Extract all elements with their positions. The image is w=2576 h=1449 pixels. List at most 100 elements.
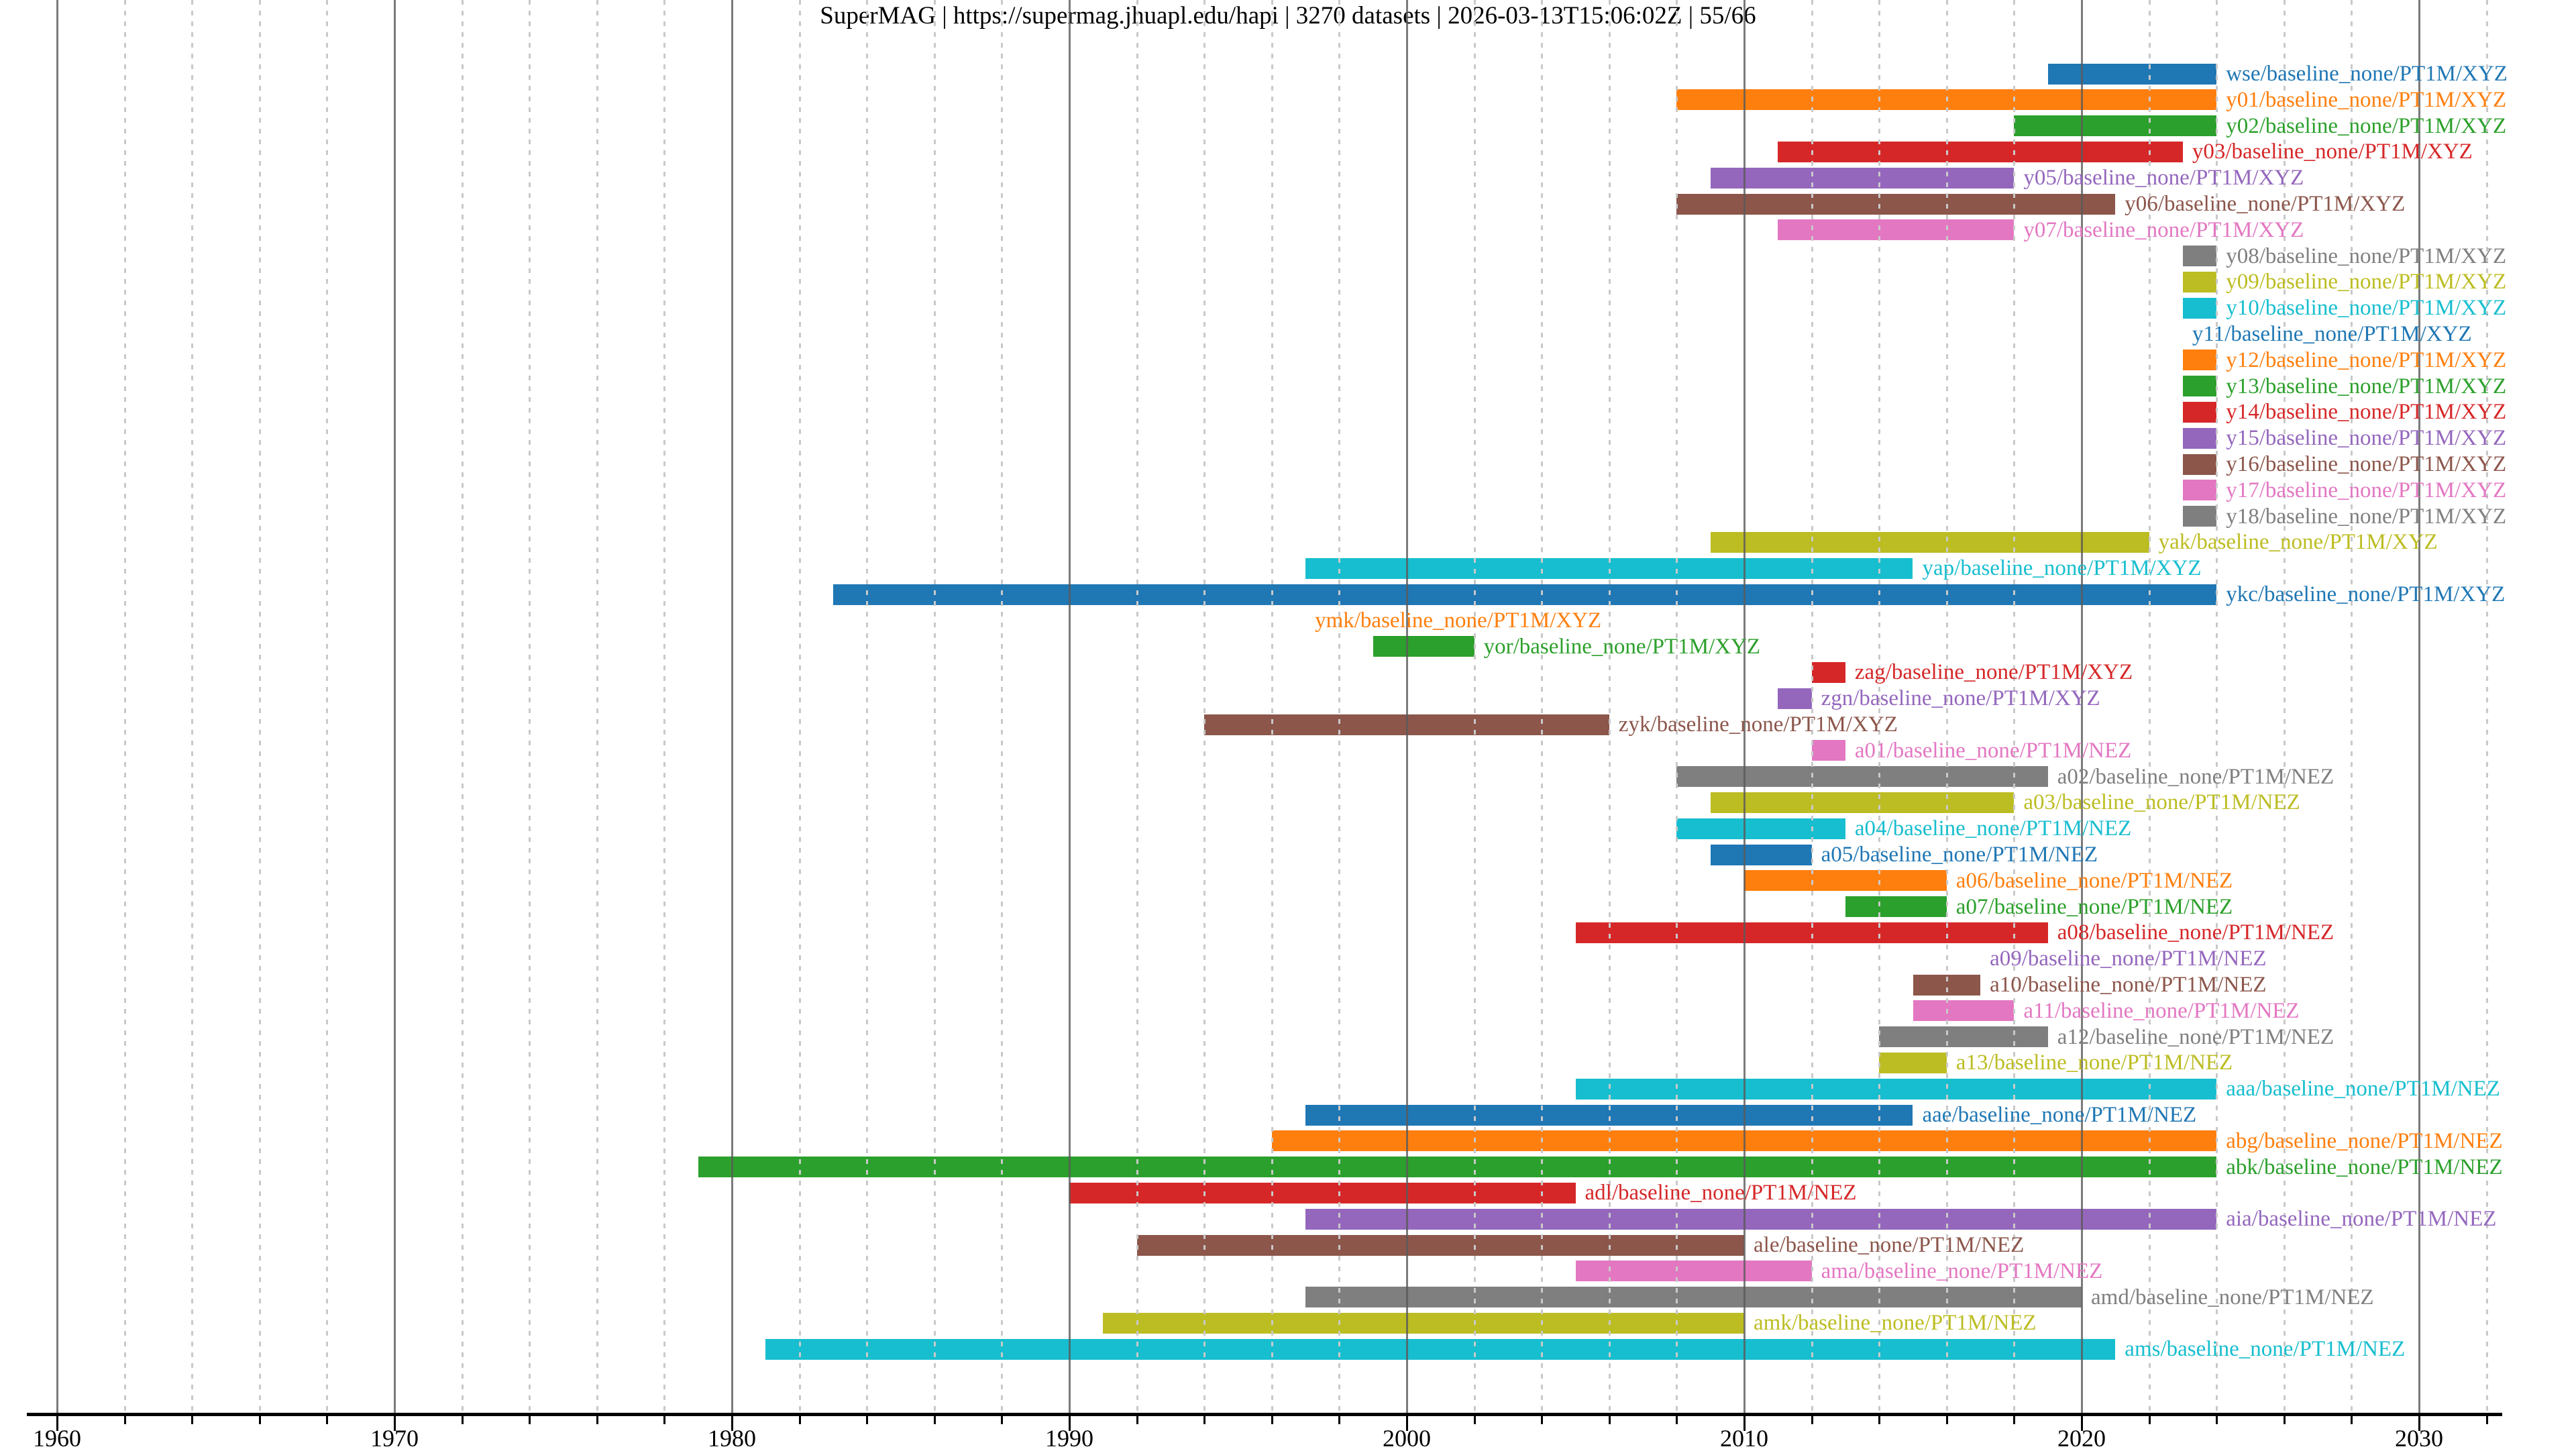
x-tick-2016 xyxy=(1945,1416,1948,1424)
dataset-bar-a07 xyxy=(1845,896,1947,918)
x-tick-1986 xyxy=(933,1416,936,1424)
dataset-label-abg: abg/baseline_none/PT1M/NEZ xyxy=(2226,1128,2503,1153)
x-tick-1964 xyxy=(191,1416,194,1424)
x-tick-2012 xyxy=(1811,1416,1813,1424)
x-tick-2010 xyxy=(1743,1416,1746,1431)
dataset-bar-y02 xyxy=(2014,115,2217,137)
x-tick-label-1990: 1990 xyxy=(1045,1425,1093,1449)
dataset-label-y12: y12/baseline_none/PT1M/XYZ xyxy=(2226,347,2507,372)
x-tick-label-2020: 2020 xyxy=(2057,1425,2106,1449)
dataset-bar-zgn xyxy=(1778,688,1812,709)
dataset-bar-y12 xyxy=(2182,350,2217,371)
dataset-label-a04: a04/baseline_none/PT1M/NEZ xyxy=(1854,816,2132,841)
dataset-label-yak: yak/baseline_none/PT1M/XYZ xyxy=(2158,530,2438,555)
x-tick-label-2000: 2000 xyxy=(1383,1425,1431,1449)
x-tick-1982 xyxy=(798,1416,801,1424)
dataset-label-a13: a13/baseline_none/PT1M/NEZ xyxy=(1955,1051,2233,1075)
x-tick-2006 xyxy=(1608,1416,1611,1424)
dataset-label-ale: ale/baseline_none/PT1M/NEZ xyxy=(1754,1233,2025,1257)
dataset-label-amd: amd/baseline_none/PT1M/NEZ xyxy=(2091,1285,2374,1309)
dataset-bar-y10 xyxy=(2182,297,2217,319)
x-tick-1962 xyxy=(123,1416,126,1424)
x-tick-2030 xyxy=(2418,1416,2420,1431)
dataset-label-a09: a09/baseline_none/PT1M/NEZ xyxy=(1990,947,2267,971)
dataset-bar-a08 xyxy=(1575,922,2048,943)
x-axis-line xyxy=(27,1413,2502,1416)
x-tick-2004 xyxy=(1541,1416,1544,1424)
gridline-1962 xyxy=(123,0,126,1413)
gridline-1988 xyxy=(1001,0,1004,1413)
gridline-1968 xyxy=(326,0,329,1413)
dataset-bar-a01 xyxy=(1811,740,1845,761)
dataset-label-a01: a01/baseline_none/PT1M/NEZ xyxy=(1854,738,2132,763)
dataset-bar-y06 xyxy=(1676,193,2116,215)
dataset-label-ama: ama/baseline_none/PT1M/NEZ xyxy=(1821,1258,2103,1283)
dataset-label-y01: y01/baseline_none/PT1M/XYZ xyxy=(2226,87,2507,112)
gridline-2030 xyxy=(2418,0,2420,1413)
dataset-label-a12: a12/baseline_none/PT1M/NEZ xyxy=(2057,1024,2334,1049)
gridline-1964 xyxy=(191,0,194,1413)
x-tick-label-2010: 2010 xyxy=(1720,1425,1768,1449)
dataset-label-y08: y08/baseline_none/PT1M/XYZ xyxy=(2226,244,2507,268)
x-tick-2014 xyxy=(1878,1416,1881,1424)
gridline-1984 xyxy=(866,0,869,1413)
dataset-label-zgn: zgn/baseline_none/PT1M/XYZ xyxy=(1821,686,2100,711)
dataset-label-zyk: zyk/baseline_none/PT1M/XYZ xyxy=(1618,712,1898,737)
dataset-label-zag: zag/baseline_none/PT1M/XYZ xyxy=(1854,660,2133,685)
x-tick-2024 xyxy=(2216,1416,2218,1424)
dataset-label-ams: ams/baseline_none/PT1M/NEZ xyxy=(2125,1337,2406,1362)
dataset-label-a03: a03/baseline_none/PT1M/NEZ xyxy=(2023,790,2300,815)
x-tick-1988 xyxy=(1001,1416,1004,1424)
dataset-label-y05: y05/baseline_none/PT1M/XYZ xyxy=(2023,166,2304,191)
gridline-1986 xyxy=(933,0,936,1413)
dataset-label-adl: adl/baseline_none/PT1M/NEZ xyxy=(1585,1181,1857,1205)
dataset-bar-y07 xyxy=(1778,219,2015,241)
dataset-bar-yak xyxy=(1710,531,2149,553)
dataset-bar-amd xyxy=(1305,1287,2082,1308)
x-tick-label-2030: 2030 xyxy=(2395,1425,2443,1449)
x-tick-1994 xyxy=(1203,1416,1206,1424)
dataset-label-yor: yor/baseline_none/PT1M/XYZ xyxy=(1483,634,1761,659)
dataset-bar-wse xyxy=(2047,63,2217,85)
x-tick-1966 xyxy=(258,1416,261,1424)
x-tick-1976 xyxy=(596,1416,598,1424)
x-tick-label-1970: 1970 xyxy=(370,1425,419,1449)
dataset-label-y09: y09/baseline_none/PT1M/XYZ xyxy=(2226,270,2507,294)
dataset-bar-a06 xyxy=(1744,870,1947,892)
x-tick-2002 xyxy=(1473,1416,1476,1424)
dataset-bar-a12 xyxy=(1879,1026,2048,1048)
dataset-bar-a05 xyxy=(1710,844,1812,865)
dataset-label-y03: y03/baseline_none/PT1M/XYZ xyxy=(2192,140,2473,164)
x-tick-2018 xyxy=(2013,1416,2016,1424)
dataset-bar-ams xyxy=(765,1338,2116,1360)
dataset-label-aaa: aaa/baseline_none/PT1M/NEZ xyxy=(2226,1077,2500,1102)
dataset-bar-ale xyxy=(1136,1234,1744,1256)
x-tick-2000 xyxy=(1406,1416,1408,1431)
dataset-label-a05: a05/baseline_none/PT1M/NEZ xyxy=(1821,843,2098,867)
dataset-label-y16: y16/baseline_none/PT1M/XYZ xyxy=(2226,452,2507,476)
dataset-bar-y14 xyxy=(2182,401,2217,423)
dataset-bar-y01 xyxy=(1676,89,2217,111)
gridline-1976 xyxy=(596,0,598,1413)
dataset-bar-y05 xyxy=(1710,167,2015,189)
dataset-label-y06: y06/baseline_none/PT1M/XYZ xyxy=(2125,192,2406,216)
gridline-1970 xyxy=(394,0,396,1413)
dataset-bar-adl xyxy=(1069,1182,1576,1203)
chart-title: SuperMAG | https://supermag.jhuapl.edu/h… xyxy=(820,2,1756,30)
dataset-bar-ama xyxy=(1575,1260,1812,1282)
dataset-label-y15: y15/baseline_none/PT1M/XYZ xyxy=(2226,426,2507,451)
dataset-bar-abk xyxy=(698,1157,2217,1178)
x-tick-2022 xyxy=(2148,1416,2151,1424)
gridline-1972 xyxy=(461,0,464,1413)
dataset-bar-aia xyxy=(1305,1208,2217,1230)
dataset-bar-a10 xyxy=(1913,974,1981,996)
dataset-bar-y09 xyxy=(2182,271,2217,292)
dataset-label-a02: a02/baseline_none/PT1M/NEZ xyxy=(2057,764,2334,789)
dataset-label-a06: a06/baseline_none/PT1M/NEZ xyxy=(1955,868,2233,893)
gridline-1966 xyxy=(258,0,261,1413)
x-tick-1992 xyxy=(1136,1416,1138,1424)
dataset-bar-aaa xyxy=(1575,1078,2217,1099)
gridline-1960 xyxy=(56,0,58,1413)
x-tick-2020 xyxy=(2081,1416,2083,1431)
